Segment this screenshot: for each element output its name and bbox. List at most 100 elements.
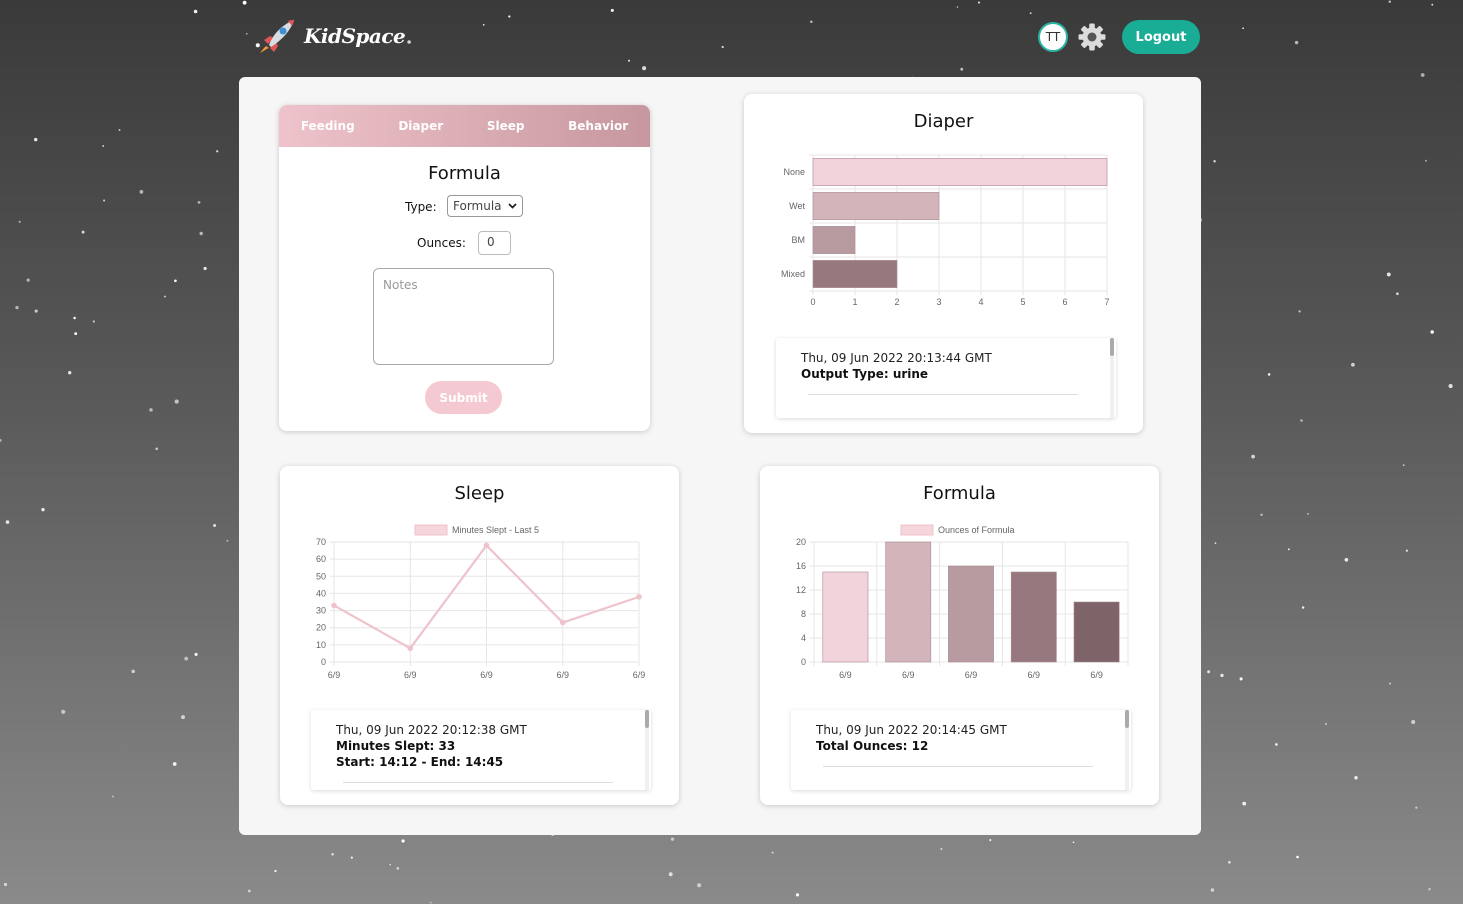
sleep-card-title: Sleep <box>454 483 505 504</box>
formula-log-scrollbar[interactable] <box>1125 710 1129 790</box>
star <box>1386 272 1391 277</box>
y-tick-label: 10 <box>316 640 326 650</box>
tab-sleep[interactable]: Sleep <box>486 119 525 133</box>
diaper-log-date: Thu, 09 Jun 2022 20:13:44 GMT <box>801 351 992 365</box>
star <box>977 1 981 4</box>
diaper-log-scrollbar[interactable] <box>1110 338 1114 418</box>
y-tick-label: 0 <box>801 657 806 667</box>
bar <box>948 565 994 663</box>
y-tick-label: 60 <box>316 554 326 564</box>
y-tick-label: 8 <box>801 609 806 619</box>
scrollbar-thumb[interactable] <box>1125 710 1129 728</box>
tab-behavior[interactable]: Behavior <box>568 119 629 133</box>
star <box>1411 719 1416 725</box>
legend-swatch <box>900 524 934 536</box>
star <box>255 43 260 48</box>
legend-label: Minutes Slept - Last 5 <box>452 525 539 535</box>
star <box>174 399 179 404</box>
star <box>15 305 19 310</box>
star <box>5 520 10 524</box>
divider <box>343 782 613 783</box>
star <box>149 408 153 412</box>
star <box>1213 160 1216 163</box>
y-tick-label: 16 <box>796 561 806 571</box>
gear-icon[interactable] <box>1077 22 1107 52</box>
type-select[interactable]: Formula <box>447 195 523 217</box>
formula-log-date: Thu, 09 Jun 2022 20:14:45 GMT <box>816 723 1007 737</box>
star <box>242 0 247 5</box>
user-avatar[interactable]: TT <box>1038 22 1068 52</box>
star <box>1220 673 1224 678</box>
notes-textarea[interactable]: Notes <box>373 268 554 365</box>
app-logo[interactable]: KidSpace <box>258 18 406 54</box>
star <box>401 839 405 843</box>
star <box>350 856 353 859</box>
tab-diaper[interactable]: Diaper <box>398 119 444 133</box>
app-name: KidSpace <box>304 24 406 48</box>
star <box>213 524 217 527</box>
x-tick-label: 5 <box>1020 297 1025 307</box>
star <box>482 24 485 26</box>
star <box>216 150 219 153</box>
bar <box>822 571 869 663</box>
star <box>131 669 135 674</box>
star <box>721 45 724 49</box>
data-point <box>483 542 490 549</box>
x-tick-label: 6/9 <box>1028 670 1041 680</box>
star <box>1207 670 1211 674</box>
star <box>1294 40 1299 45</box>
star <box>1448 384 1453 389</box>
x-tick-label: 6 <box>1062 297 1067 307</box>
bar <box>812 226 856 254</box>
scrollbar-thumb[interactable] <box>1110 338 1114 356</box>
star <box>74 332 78 336</box>
bar <box>812 192 940 220</box>
star <box>1275 743 1278 746</box>
star <box>1210 888 1215 892</box>
sleep-log-scrollbar[interactable] <box>645 710 649 790</box>
rocket-icon <box>260 20 294 53</box>
star <box>810 20 813 24</box>
star <box>73 316 76 320</box>
star <box>628 59 630 62</box>
divider <box>808 394 1078 395</box>
star <box>1431 3 1434 6</box>
sleep-log: Thu, 09 Jun 2022 20:12:38 GMT Minutes Sl… <box>311 710 651 790</box>
star <box>771 851 774 854</box>
formula-card-title: Formula <box>923 483 996 504</box>
logout-button[interactable]: Logout <box>1122 20 1200 54</box>
star <box>18 220 21 223</box>
star <box>81 230 85 234</box>
star <box>1388 0 1392 3</box>
star <box>960 67 964 71</box>
x-tick-label: 2 <box>894 297 899 307</box>
scrollbar-thumb[interactable] <box>645 710 649 728</box>
y-tick-label: Mixed <box>781 269 805 279</box>
star <box>118 129 121 131</box>
diaper-log-line: Output Type: urine <box>801 367 929 381</box>
star <box>3 882 8 887</box>
star <box>642 66 647 71</box>
y-tick-label: Wet <box>789 201 805 211</box>
star <box>1351 362 1355 367</box>
divider <box>823 766 1093 767</box>
star <box>226 539 229 542</box>
entry-form-card: Feeding Diaper Sleep Behavior Formula Ty… <box>279 105 650 431</box>
bar <box>1010 571 1057 663</box>
legend-label: Ounces of Formula <box>938 525 1015 535</box>
y-tick-label: 0 <box>321 657 326 667</box>
star <box>1415 806 1418 809</box>
sleep-log-line: Start: 14:12 - End: 14:45 <box>336 755 504 769</box>
submit-button[interactable]: Submit <box>425 381 502 414</box>
star <box>1405 549 1409 552</box>
y-tick-label: 30 <box>316 606 326 616</box>
ounces-input[interactable]: 0 <box>478 231 511 255</box>
tab-feeding[interactable]: Feeding <box>300 119 355 133</box>
dashboard-panel: Feeding Diaper Sleep Behavior Formula Ty… <box>239 77 1201 835</box>
star <box>1430 330 1434 334</box>
y-tick-label: 4 <box>801 633 806 643</box>
star <box>389 863 392 866</box>
type-select-value: Formula <box>453 199 502 213</box>
star <box>26 278 30 282</box>
star <box>940 848 943 850</box>
